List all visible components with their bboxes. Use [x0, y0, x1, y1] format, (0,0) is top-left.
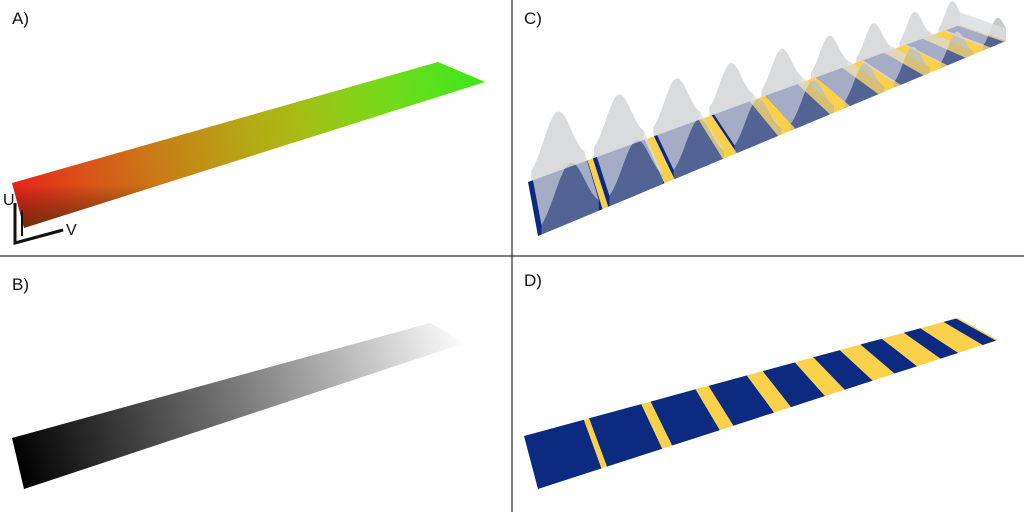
panel-c: C) — [524, 1, 1006, 236]
wave-crest-front — [982, 17, 1006, 51]
wave-sheet — [531, 1, 1006, 235]
panel-b: B) — [12, 275, 465, 489]
panel-b-label: B) — [12, 275, 29, 294]
wave-crest-front — [893, 46, 930, 88]
grayscale-strip — [12, 323, 465, 489]
yellow-stripe — [839, 344, 895, 381]
wave-crest-front — [541, 162, 599, 235]
panel-d: D) — [524, 271, 998, 489]
wave-crest-top — [653, 78, 724, 170]
wave-crest-front — [673, 119, 724, 180]
wave-crest-top — [761, 48, 834, 124]
wave-crest-front — [734, 99, 782, 155]
blue-stripe — [903, 328, 959, 359]
stripe-strip-d — [524, 318, 998, 489]
panel-a-label: A) — [12, 9, 29, 28]
uv-strip-shade — [12, 62, 485, 228]
blue-stripe — [650, 389, 720, 446]
wave-crest-top — [856, 23, 930, 83]
blue-stripe — [813, 350, 873, 390]
blue-stripe — [943, 318, 997, 345]
axis-u-label: U — [3, 192, 15, 209]
axis-v-label: V — [66, 222, 77, 239]
panel-c-label: C) — [524, 9, 542, 28]
yellow-stripe — [881, 332, 941, 367]
wave-crest-top — [531, 111, 599, 225]
wave-crest-top — [899, 11, 974, 64]
blue-stripe — [708, 375, 775, 426]
yellow-stripe — [746, 371, 791, 413]
wave-crest-top — [709, 63, 782, 146]
blue-stripe — [860, 338, 918, 374]
yellow-stripe — [641, 401, 673, 449]
yellow-stripe — [644, 136, 675, 184]
yellow-stripe — [695, 385, 734, 431]
wave-crest-front — [609, 140, 664, 207]
yellow-stripe — [794, 357, 845, 396]
blue-stripe — [524, 419, 602, 489]
blue-stripe — [589, 404, 663, 467]
panel-d-label: D) — [524, 271, 542, 290]
wave-crest-front — [940, 31, 974, 69]
uv-axes-icon — [13, 203, 64, 245]
yellow-stripe — [583, 418, 607, 469]
yellow-stripe — [920, 321, 983, 353]
yellow-stripe — [956, 318, 998, 341]
panel-a: A) U V — [3, 9, 485, 245]
yellow-stripe — [749, 95, 796, 136]
wave-crest-top — [811, 35, 885, 102]
yellow-stripe — [587, 158, 609, 210]
wave-crest-front — [844, 63, 885, 109]
wave-crest-top — [593, 94, 664, 196]
wave-crest-top — [938, 1, 1006, 47]
wave-crest-front — [790, 80, 834, 131]
blue-stripe — [762, 362, 826, 408]
